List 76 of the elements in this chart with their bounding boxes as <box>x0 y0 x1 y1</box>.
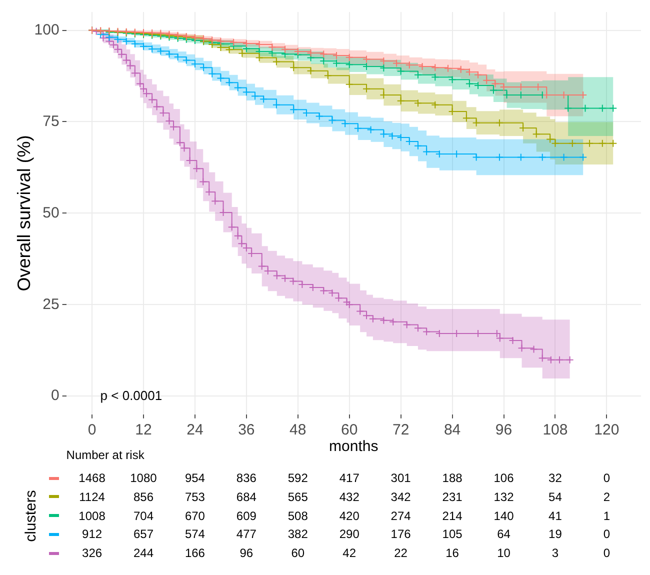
text: 432 <box>339 490 360 504</box>
y-tick-label: 75 <box>42 112 60 130</box>
text: 60 <box>291 546 305 560</box>
x-tick-label: 12 <box>135 422 152 439</box>
text: 22 <box>394 546 408 560</box>
text: 16 <box>446 546 459 560</box>
text: 1080 <box>130 471 157 485</box>
x-tick-label: 48 <box>290 422 306 439</box>
annotation: p < 0.0001 <box>100 388 162 403</box>
text: 64 <box>497 527 510 542</box>
text: 32 <box>548 471 562 485</box>
text: 176 <box>390 527 411 542</box>
text: 1008 <box>78 508 106 523</box>
text: 166 <box>184 546 205 560</box>
text: 0 <box>603 527 610 542</box>
text: 96 <box>240 546 254 560</box>
text: 214 <box>442 508 462 523</box>
text: 420 <box>339 508 360 523</box>
text: 19 <box>548 527 562 542</box>
x-tick-label: 0 <box>88 422 96 439</box>
text: 106 <box>494 471 514 485</box>
text: 1468 <box>78 471 106 485</box>
x-tick-label: 96 <box>495 422 512 439</box>
text: 657 <box>133 527 154 542</box>
text: 670 <box>184 508 205 523</box>
y-tick-label: 50 <box>42 204 60 222</box>
text: 954 <box>184 471 205 485</box>
text: 565 <box>288 490 308 504</box>
text: 912 <box>82 527 102 542</box>
text: 42 <box>342 546 356 560</box>
text: 856 <box>133 490 154 504</box>
text: 382 <box>288 527 308 542</box>
y-tick-label: 25 <box>42 296 60 313</box>
text: 0 <box>603 471 610 485</box>
text: 477 <box>236 527 256 542</box>
y-tick-label: 0 <box>50 387 60 404</box>
text: 753 <box>184 490 205 504</box>
text: 105 <box>442 527 462 542</box>
text: 10 <box>497 546 510 560</box>
text: 574 <box>184 527 205 542</box>
text: 188 <box>442 471 462 485</box>
text: 231 <box>442 490 462 504</box>
y-axis-title: Overall survival (%) <box>14 135 34 292</box>
x-tick-label: 84 <box>444 422 461 439</box>
x-tick-label: 120 <box>594 422 620 439</box>
text: 592 <box>288 471 308 485</box>
text: 326 <box>82 546 102 560</box>
x-tick-label: 72 <box>392 422 410 439</box>
text: 684 <box>236 490 256 504</box>
text: 342 <box>390 490 411 504</box>
text: 244 <box>133 546 154 560</box>
text: 0 <box>603 546 610 560</box>
text: 54 <box>548 490 562 504</box>
x-tick-label: 24 <box>186 422 204 439</box>
text: 609 <box>236 508 256 523</box>
text: 301 <box>390 471 411 485</box>
x-axis-title: months <box>329 438 378 456</box>
text: 836 <box>236 471 256 485</box>
text: clusters <box>22 490 40 542</box>
text: 140 <box>494 508 514 523</box>
x-tick-label: 36 <box>238 422 255 439</box>
y-tick-label: 100 <box>34 21 60 38</box>
text: 1 <box>603 508 610 523</box>
x-tick-label: 108 <box>542 422 568 439</box>
text: Number at risk <box>66 448 144 462</box>
text: 2 <box>603 490 610 504</box>
text: 1124 <box>79 490 105 504</box>
text: 3 <box>552 546 559 560</box>
x-tick-label: 60 <box>341 422 358 439</box>
text: 290 <box>339 527 360 542</box>
text: 274 <box>390 508 411 523</box>
text: 132 <box>494 490 514 504</box>
text: 508 <box>288 508 308 523</box>
text: 704 <box>133 508 154 523</box>
text: 41 <box>548 508 562 523</box>
text: 417 <box>339 471 360 485</box>
